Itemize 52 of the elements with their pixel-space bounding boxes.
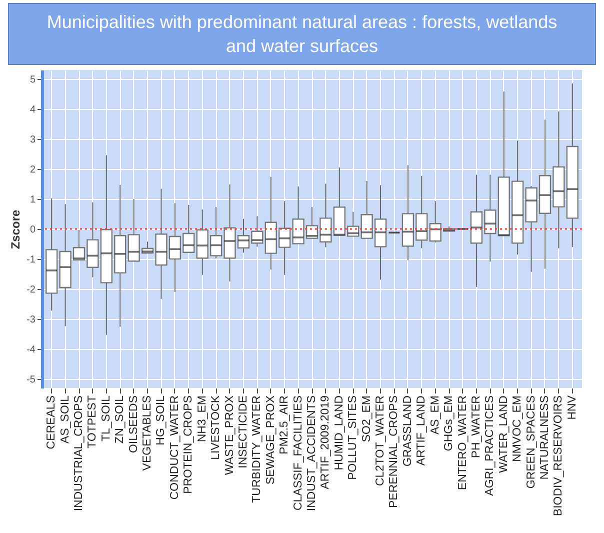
x-tick-label: INDUSTRIAL_CROPS xyxy=(73,395,86,512)
x-tick-label: AS_EM xyxy=(429,396,442,434)
x-tick-label: GHGs_EM xyxy=(443,396,456,452)
x-tick-label: TURBIDITY_WATER xyxy=(251,396,264,503)
y-tick-label: -1 xyxy=(26,254,36,266)
y-tick-label: 5 xyxy=(30,74,36,86)
x-tick-label: CLASSIF_FACILITIES xyxy=(292,395,304,511)
y-tick-label: 1 xyxy=(30,194,36,206)
y-tick-label: -4 xyxy=(26,344,36,356)
y-tick-label: -3 xyxy=(26,314,36,326)
x-tick-label: AS_SOIL xyxy=(59,394,72,444)
x-tick-label: PH_WATER xyxy=(470,396,482,458)
x-tick-label: POLLUT_SITES xyxy=(347,395,360,480)
x-tick-label: GREEN_SPACES xyxy=(525,395,538,489)
y-tick-label: 0 xyxy=(30,224,36,236)
x-tick-label: INDUST_ACCIDENTS xyxy=(306,395,318,512)
x-tick-label: HNV xyxy=(566,395,578,420)
y-tick-label: -2 xyxy=(26,284,36,296)
x-tick-label: GRASSLAND xyxy=(402,396,414,466)
x-tick-label: TOTPEST xyxy=(86,396,99,448)
x-tick-label: SO2_EM xyxy=(360,396,373,442)
x-tick-label: WASTE_PROX xyxy=(224,395,236,475)
x-tick-label: PROTEIN_CROPS xyxy=(182,395,195,494)
x-tick-label: PERENNIAL_CROPS xyxy=(388,395,400,508)
x-tick-label: NATURALNESS xyxy=(538,395,551,480)
x-tick-label: OILSEEDS xyxy=(128,395,140,454)
y-axis-title: Zscore xyxy=(8,210,23,250)
x-tick-label: NMVOC_EM xyxy=(512,396,524,462)
x-tick-label: LIVESTOCK xyxy=(210,395,222,460)
x-tick-label: ENTERO_WATER xyxy=(456,396,469,490)
x-tick-label: CEREALS xyxy=(46,395,58,450)
x-tick-label: PM2.5_AIR xyxy=(278,396,291,454)
y-tick-label: 4 xyxy=(30,104,36,116)
x-tick-label: ZN_SOIL xyxy=(114,394,126,444)
x-tick-label: HG_SOIL xyxy=(155,394,168,446)
x-tick-label: NH3_EM xyxy=(196,396,208,442)
x-tick-label: WATER_LAND xyxy=(498,396,510,473)
x-tick-label: CONDUCT_WATER xyxy=(168,396,181,500)
x-tick-label: ARTIF_2009.2019 xyxy=(320,396,332,490)
x-tick-label: ARTIF_LAND xyxy=(416,396,428,466)
x-tick-label: HUMID_LAND xyxy=(333,396,346,470)
x-tick-label: INSECTICIDE xyxy=(237,395,250,468)
x-tick-label: SEWAGE_PROX xyxy=(264,395,277,485)
y-tick-label: 2 xyxy=(30,164,36,176)
y-tick-label: -5 xyxy=(26,374,36,386)
chart-title: Municipalities with predominant natural areas : forests, wetlands and water surfaces xyxy=(8,3,596,65)
x-tick-label: VEGETABLES xyxy=(142,395,154,471)
x-tick-label: AGRI_PRACTICES xyxy=(484,395,496,496)
x-tick-label: CL2TOT_WATER xyxy=(374,396,387,486)
x-tick-label: BIODIV_RESERVOIRS xyxy=(552,395,565,516)
y-tick-label: 3 xyxy=(30,134,36,146)
x-tick-label: TL_SOIL xyxy=(100,394,112,442)
